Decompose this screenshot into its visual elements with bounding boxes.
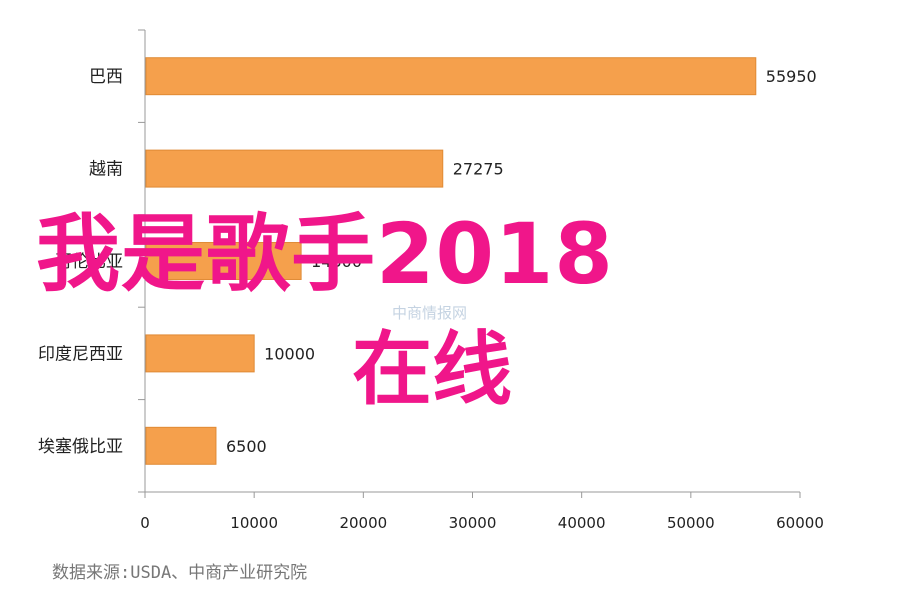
x-tick-label: 0 (140, 514, 150, 532)
bar (145, 57, 757, 96)
axes-group: 0 10000 20000 30000 40000 50000 60000 (138, 29, 824, 532)
watermark-text: 中商情报网 (392, 304, 468, 322)
bar (145, 242, 302, 280)
x-tick-label: 10000 (230, 514, 278, 532)
bar (145, 334, 255, 373)
category-label: 印度尼西亚 (38, 344, 123, 364)
bars-group: 巴西 55950 越南 27275 哥伦比亚 14300 印度尼西亚 10000 埃塞俄比亚 65… (38, 57, 817, 465)
x-tick-label: 40000 (558, 514, 606, 532)
category-label: 埃塞俄比亚 (38, 437, 123, 457)
source-note: 数据来源:USDA、中商产业研究院 (52, 563, 308, 583)
value-label: 6500 (226, 437, 267, 456)
value-label: 55950 (766, 67, 817, 86)
value-label: 27275 (453, 160, 504, 179)
value-label: 10000 (264, 344, 315, 363)
category-label: 巴西 (89, 67, 123, 87)
bar (145, 426, 217, 465)
bar (145, 149, 444, 188)
category-label: 哥伦比亚 (55, 252, 123, 272)
x-tick-label: 30000 (449, 514, 497, 532)
x-tick-label: 20000 (339, 514, 387, 532)
x-tick-label: 50000 (667, 514, 715, 532)
category-label: 越南 (89, 160, 123, 180)
x-tick-label: 60000 (776, 514, 824, 532)
value-label: 14300 (311, 252, 362, 271)
overlay-title-line1: 我是歌手2018 (36, 205, 614, 303)
overlay-title-line2: 在线 (352, 323, 512, 416)
